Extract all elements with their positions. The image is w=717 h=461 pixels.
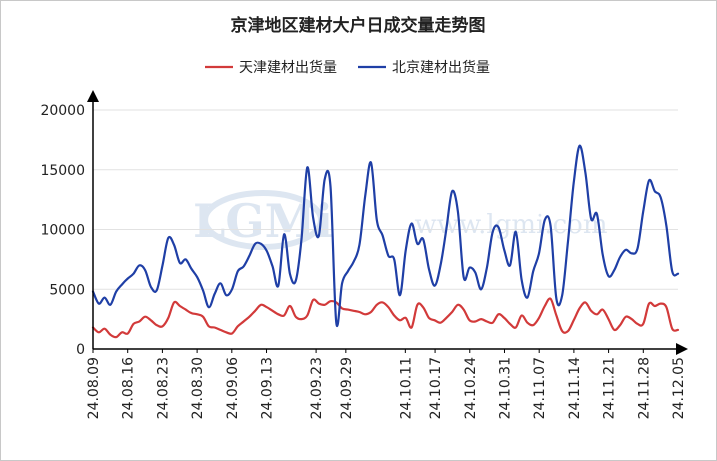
legend: 天津建材出货量 北京建材出货量 bbox=[205, 59, 490, 76]
watermark: LGMi www.lgmi.com bbox=[193, 190, 608, 250]
x-axis-arrow bbox=[676, 343, 688, 355]
y-tick-label: 0 bbox=[76, 342, 85, 358]
grid bbox=[93, 109, 678, 290]
y-tick-label: 10000 bbox=[40, 223, 85, 239]
x-tick-label: 24.10.17 bbox=[428, 357, 444, 419]
legend-label-beijing: 北京建材出货量 bbox=[392, 59, 490, 76]
x-tick-label: 24.09.23 bbox=[309, 357, 325, 419]
y-axis-ticks: 0 5000 10000 15000 20000 bbox=[40, 103, 85, 358]
series-layer bbox=[91, 144, 680, 339]
series-line-tianjin[interactable] bbox=[91, 297, 680, 339]
legend-item-tianjin[interactable]: 天津建材出货量 bbox=[205, 59, 337, 76]
x-tick-label: 24.12.05 bbox=[671, 357, 687, 419]
x-tick-label: 24.11.28 bbox=[636, 357, 652, 419]
x-tick-label: 24.09.13 bbox=[260, 357, 276, 419]
axes bbox=[87, 90, 688, 355]
series-line-beijing[interactable] bbox=[91, 144, 680, 327]
x-tick-label: 24.08.23 bbox=[155, 357, 171, 419]
y-tick-label: 15000 bbox=[40, 163, 85, 179]
watermark-logo-text: LGMi bbox=[193, 194, 333, 248]
x-tick-label: 24.09.06 bbox=[225, 357, 241, 419]
y-tick-label: 5000 bbox=[49, 282, 85, 298]
legend-item-beijing[interactable]: 北京建材出货量 bbox=[358, 59, 490, 76]
x-tick-label: 24.08.16 bbox=[121, 357, 137, 419]
x-tick-label: 24.08.30 bbox=[190, 357, 206, 419]
y-axis-arrow bbox=[87, 90, 99, 102]
watermark-url-text: www.lgmi.com bbox=[414, 210, 607, 240]
x-tick-label: 24.09.29 bbox=[339, 357, 355, 419]
x-tick-label: 24.10.24 bbox=[463, 357, 479, 419]
legend-label-tianjin: 天津建材出货量 bbox=[239, 59, 337, 76]
x-tick-label: 24.10.11 bbox=[398, 357, 414, 419]
x-axis-ticks: 24.08.09 24.08.16 24.08.23 24.08.30 24.09.06… bbox=[86, 349, 687, 419]
x-tick-label: 24.11.21 bbox=[602, 357, 618, 419]
x-tick-label: 24.10.31 bbox=[497, 357, 513, 419]
x-tick-label: 24.11.14 bbox=[567, 357, 583, 419]
y-tick-label: 20000 bbox=[40, 103, 85, 119]
x-tick-label: 24.11.07 bbox=[532, 357, 548, 419]
chart-title: 京津地区建材大户日成交量走势图 bbox=[231, 15, 486, 36]
x-tick-label: 24.08.09 bbox=[86, 357, 102, 419]
